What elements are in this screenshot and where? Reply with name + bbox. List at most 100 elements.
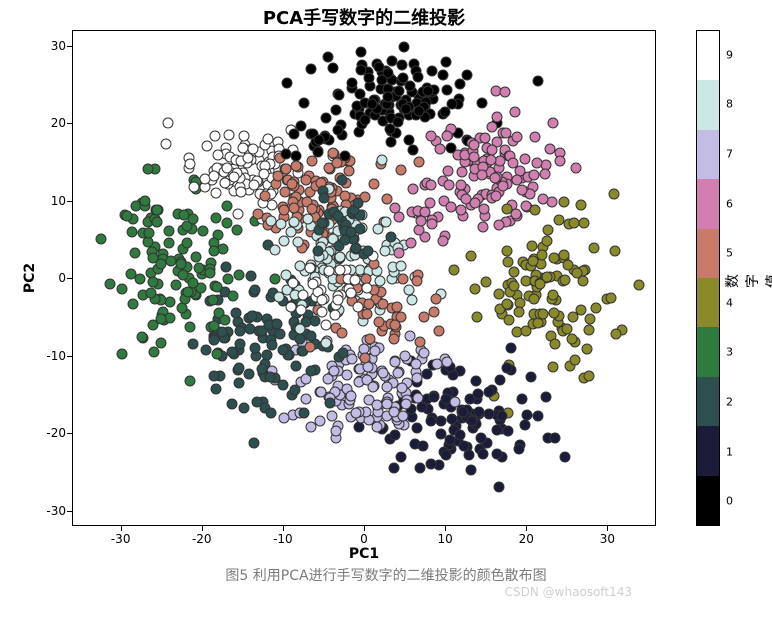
scatter-point bbox=[202, 140, 213, 151]
scatter-point bbox=[412, 275, 423, 286]
scatter-point bbox=[155, 338, 166, 349]
scatter-point bbox=[95, 233, 106, 244]
scatter-point bbox=[250, 342, 261, 353]
scatter-point bbox=[175, 259, 186, 270]
scatter-point bbox=[457, 167, 468, 178]
colorbar-segment bbox=[697, 80, 719, 129]
scatter-point bbox=[548, 361, 559, 372]
scatter-point bbox=[583, 324, 594, 335]
scatter-point bbox=[359, 114, 370, 125]
scatter-point bbox=[179, 209, 190, 220]
scatter-point bbox=[235, 338, 246, 349]
scatter-point bbox=[510, 106, 521, 117]
y-tick-mark bbox=[67, 123, 72, 124]
scatter-point bbox=[231, 307, 242, 318]
scatter-point bbox=[405, 238, 416, 249]
scatter-point bbox=[393, 86, 404, 97]
figure: PCA手写数字的二维投影 PC1 PC2 数字值 图5 利用PCA进行手写数字的… bbox=[0, 0, 772, 617]
scatter-point bbox=[298, 98, 309, 109]
scatter-point bbox=[532, 410, 543, 421]
scatter-point bbox=[221, 200, 232, 211]
scatter-point bbox=[316, 307, 327, 318]
scatter-point bbox=[554, 214, 565, 225]
scatter-point bbox=[200, 345, 211, 356]
scatter-point bbox=[209, 320, 220, 331]
scatter-point bbox=[528, 293, 539, 304]
scatter-point bbox=[508, 266, 519, 277]
scatter-point bbox=[576, 200, 587, 211]
scatter-point bbox=[398, 41, 409, 52]
scatter-point bbox=[287, 179, 298, 190]
scatter-point bbox=[537, 194, 548, 205]
scatter-point bbox=[116, 284, 127, 295]
scatter-point bbox=[185, 321, 196, 332]
scatter-point bbox=[400, 398, 411, 409]
scatter-point bbox=[279, 236, 290, 247]
scatter-point bbox=[418, 441, 429, 452]
scatter-point bbox=[388, 406, 399, 417]
scatter-point bbox=[362, 308, 373, 319]
scatter-point bbox=[559, 196, 570, 207]
colorbar-segment bbox=[697, 327, 719, 376]
scatter-point bbox=[605, 292, 616, 303]
scatter-point bbox=[278, 344, 289, 355]
scatter-point bbox=[313, 134, 324, 145]
scatter-point bbox=[389, 334, 400, 345]
scatter-point bbox=[335, 264, 346, 275]
x-tick-mark bbox=[202, 526, 203, 531]
scatter-point bbox=[245, 323, 256, 334]
scatter-point bbox=[183, 287, 194, 298]
scatter-point bbox=[365, 333, 376, 344]
scatter-point bbox=[294, 260, 305, 271]
scatter-point bbox=[542, 272, 553, 283]
scatter-point bbox=[492, 449, 503, 460]
scatter-point bbox=[306, 331, 317, 342]
scatter-point bbox=[570, 163, 581, 174]
scatter-point bbox=[514, 443, 525, 454]
scatter-point bbox=[208, 294, 219, 305]
scatter-point bbox=[334, 90, 345, 101]
scatter-point bbox=[164, 226, 175, 237]
scatter-point bbox=[502, 363, 513, 374]
scatter-point bbox=[155, 313, 166, 324]
y-tick-mark bbox=[67, 433, 72, 434]
scatter-point bbox=[441, 85, 452, 96]
scatter-point bbox=[312, 246, 323, 257]
scatter-point bbox=[368, 179, 379, 190]
scatter-point bbox=[500, 86, 511, 97]
scatter-point bbox=[252, 397, 263, 408]
scatter-point bbox=[275, 328, 286, 339]
x-tick-label: 20 bbox=[519, 532, 534, 546]
scatter-point bbox=[198, 225, 209, 236]
scatter-point bbox=[375, 275, 386, 286]
scatter-point bbox=[233, 270, 244, 281]
x-tick-label: -10 bbox=[273, 532, 293, 546]
colorbar-tick-label: 6 bbox=[726, 197, 733, 210]
scatter-point bbox=[267, 339, 278, 350]
scatter-point bbox=[262, 350, 273, 361]
scatter-point bbox=[151, 205, 162, 216]
scatter-point bbox=[249, 179, 260, 190]
scatter-point bbox=[489, 173, 500, 184]
scatter-point bbox=[232, 208, 243, 219]
scatter-point bbox=[127, 298, 138, 309]
scatter-point bbox=[441, 449, 452, 460]
scatter-point bbox=[588, 242, 599, 253]
scatter-point bbox=[360, 353, 371, 364]
scatter-point bbox=[500, 128, 511, 139]
scatter-point bbox=[486, 145, 497, 156]
scatter-point bbox=[467, 416, 478, 427]
scatter-point bbox=[455, 430, 466, 441]
scatter-point bbox=[519, 419, 530, 430]
scatter-point bbox=[289, 202, 300, 213]
scatter-plot bbox=[72, 30, 656, 526]
scatter-point bbox=[364, 299, 375, 310]
scatter-point bbox=[567, 312, 578, 323]
scatter-point bbox=[259, 169, 270, 180]
scatter-point bbox=[396, 260, 407, 271]
scatter-point bbox=[296, 305, 307, 316]
scatter-point bbox=[512, 131, 523, 142]
scatter-point bbox=[397, 383, 408, 394]
scatter-point bbox=[143, 163, 154, 174]
scatter-point bbox=[481, 276, 492, 287]
